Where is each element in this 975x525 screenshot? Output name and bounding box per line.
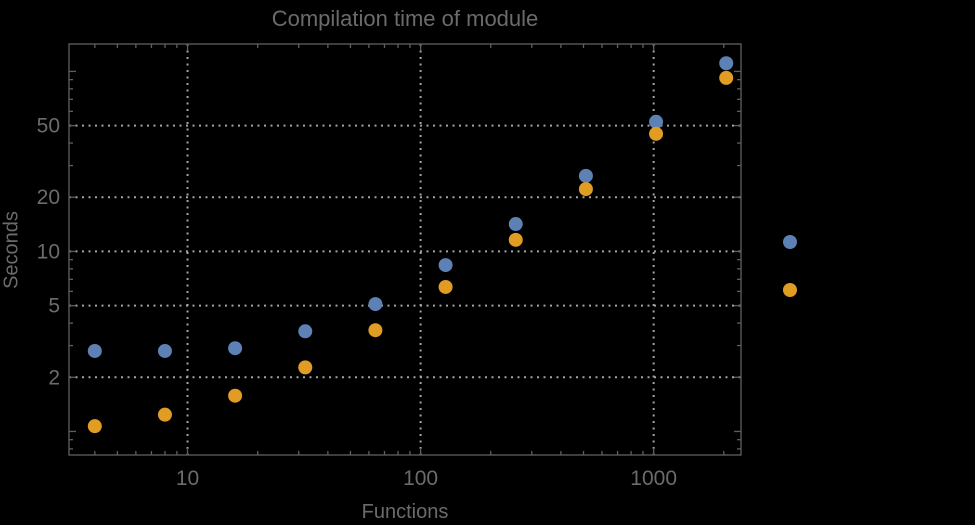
data-point-series-1 (157, 343, 172, 358)
data-point-series-2 (87, 419, 102, 434)
y-tick-label: 20 (37, 186, 60, 209)
data-point-series-2 (228, 388, 243, 403)
x-tick-label: 10 (176, 467, 199, 490)
data-point-series-2 (649, 126, 664, 141)
legend-marker-series-2 (783, 283, 797, 297)
data-point-series-1 (228, 341, 243, 356)
plot-frame (68, 43, 742, 456)
data-point-series-1 (578, 168, 593, 183)
data-point-series-2 (298, 360, 313, 375)
y-tick-label: 5 (48, 295, 60, 318)
data-point-series-1 (508, 217, 523, 232)
data-point-series-2 (438, 279, 453, 294)
x-tick-label: 1000 (630, 467, 677, 490)
legend-marker-series-1 (783, 235, 797, 249)
data-point-series-2 (368, 323, 383, 338)
data-point-series-2 (719, 70, 734, 85)
y-tick-label: 50 (37, 115, 60, 138)
x-axis-label: Functions (361, 501, 449, 523)
y-tick-label: 10 (37, 240, 60, 263)
data-point-series-1 (368, 297, 383, 312)
data-point-series-1 (719, 56, 734, 71)
data-point-series-2 (578, 182, 593, 197)
chart-title: Compilation time of module (271, 6, 539, 31)
data-point-series-1 (298, 324, 313, 339)
data-point-series-2 (508, 232, 523, 247)
data-point-series-1 (87, 343, 102, 358)
data-point-series-2 (157, 407, 172, 422)
x-tick-label: 100 (403, 467, 438, 490)
data-point-series-1 (649, 114, 664, 129)
y-tick-label: 2 (48, 366, 60, 389)
data-point-series-1 (438, 258, 453, 273)
